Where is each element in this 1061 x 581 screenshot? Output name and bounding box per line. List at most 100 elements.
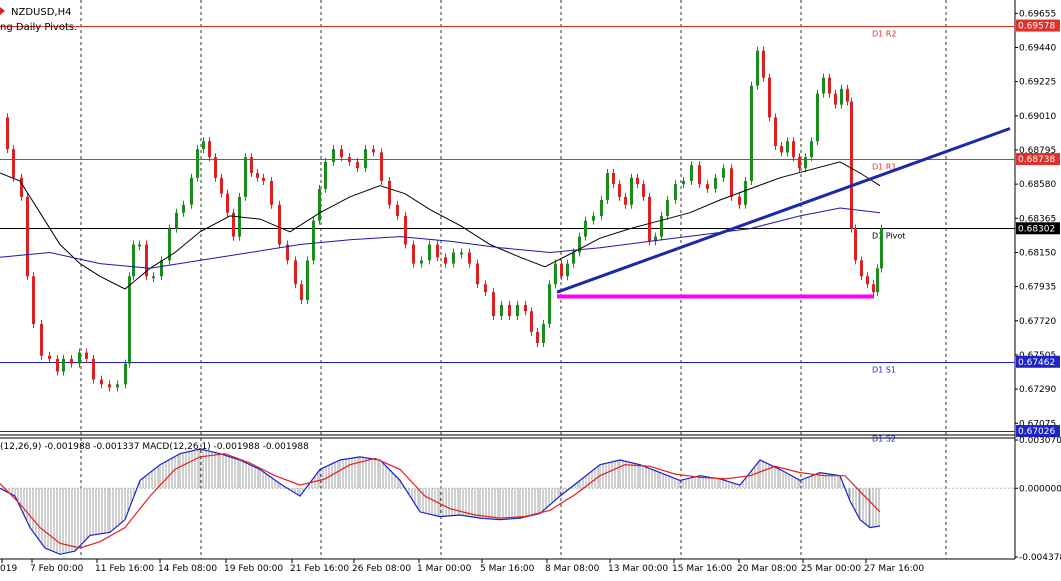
- price-tick-label-2: 0.69225: [1019, 78, 1056, 88]
- candle-body-57: [396, 204, 399, 216]
- time-axis: 019 7 Feb 00:00 11 Feb 16:00 14 Feb 08:00 19…: [0, 559, 924, 574]
- price-tick-label-11: 0.67290: [1019, 385, 1056, 395]
- pivot-price-label-2: 0.68302: [1018, 224, 1055, 234]
- ma-slow-line: [0, 207, 881, 269]
- candle-body-48: [324, 161, 327, 189]
- macd-tick-label-0: 0.003070: [1019, 436, 1061, 446]
- candle-body-8: [56, 358, 59, 372]
- candle-body-115: [798, 157, 801, 169]
- candle-body-10: [70, 358, 73, 364]
- candle-body-97: [674, 184, 677, 201]
- candle-body-76: [542, 323, 545, 344]
- candle-body-24: [168, 228, 171, 261]
- user-drawings: [556, 127, 1011, 299]
- candle-body-38: [256, 173, 259, 178]
- pivot-price-label-0: 0.69578: [1018, 22, 1055, 32]
- time-label-12: 20 Mar 08:00: [737, 564, 797, 574]
- candle-body-102: [714, 177, 717, 189]
- indicator-label: ng Daily Pivots.: [0, 22, 77, 33]
- candle-body-54: [372, 149, 375, 153]
- candle-body-25: [175, 212, 178, 229]
- pivot-price-label-1: 0.68738: [1018, 155, 1055, 165]
- candle-body-88: [618, 184, 621, 197]
- candle-body-128: [872, 284, 875, 293]
- candle-body-52: [356, 161, 359, 169]
- trendline: [556, 127, 1011, 294]
- pivot-badge-2: [1016, 222, 1060, 235]
- candle-body-1: [6, 117, 9, 150]
- ma-fast-line: [0, 161, 881, 290]
- candle-body-126: [860, 260, 863, 277]
- candle-body-91: [636, 177, 639, 185]
- candle-body-22: [152, 276, 155, 279]
- time-label-11: 15 Mar 16:00: [672, 564, 732, 574]
- time-label-13: 25 Mar 00:00: [801, 564, 861, 574]
- time-label-10: 13 Mar 00:00: [608, 564, 668, 574]
- candle-body-61: [428, 244, 431, 261]
- time-label-5: 21 Feb 16:00: [290, 564, 349, 574]
- price-pane-background[interactable]: [0, 0, 1015, 432]
- candle-body-65: [460, 252, 463, 255]
- price-tick-label-3: 0.69010: [1019, 112, 1056, 122]
- candle-body-34: [232, 212, 235, 237]
- pivot-price-label-3: 0.67462: [1018, 358, 1055, 368]
- macd-title: (12,26,9) -0.001988 -0.001337 MACD(12,26…: [0, 442, 309, 452]
- candle-body-32: [220, 177, 223, 194]
- candle-body-50: [340, 149, 343, 158]
- macd-pane-background[interactable]: [0, 438, 1015, 559]
- macd-main-line: [0, 448, 881, 555]
- candle-body-122: [840, 88, 843, 105]
- candle-body-62: [436, 244, 439, 258]
- pivot-name-4: D1 S2: [872, 435, 896, 444]
- pivot-badge-1: [1016, 153, 1060, 166]
- price-tick-label-7: 0.68150: [1019, 248, 1056, 258]
- pivot-badge-3: [1016, 355, 1060, 368]
- candle-body-87: [612, 173, 615, 185]
- candle-body-93: [648, 196, 651, 242]
- symbol-triangle-icon: [0, 7, 5, 15]
- candle-body-92: [642, 184, 645, 197]
- candle-body-106: [744, 180, 747, 205]
- time-label-1: 7 Feb 00:00: [30, 564, 84, 574]
- candle-body-56: [388, 180, 391, 205]
- candle-body-96: [666, 200, 669, 216]
- candle-body-113: [786, 141, 789, 153]
- candle-body-69: [492, 292, 495, 317]
- pivot-name-3: D1 S1: [872, 366, 896, 375]
- candle-body-95: [660, 215, 663, 237]
- price-tick-label-1: 0.69440: [1019, 43, 1056, 53]
- price-tick-label-12: 0.67075: [1019, 419, 1056, 429]
- candle-body-110: [768, 77, 771, 118]
- candle-body-103: [722, 168, 725, 178]
- candle-body-40: [270, 180, 273, 205]
- pivot-price-label-4: 0.67026: [1018, 427, 1055, 437]
- macd-tick-label-1: 0.000000: [1019, 484, 1061, 494]
- candle-body-28: [196, 149, 199, 178]
- candle-body-39: [262, 177, 265, 181]
- candle-body-77: [548, 284, 551, 324]
- candle-body-17: [124, 363, 127, 385]
- candle-body-130: [880, 228, 883, 269]
- candle-body-70: [500, 304, 503, 317]
- candle-body-105: [738, 196, 741, 205]
- candle-body-19: [132, 244, 135, 277]
- candle-body-73: [524, 304, 527, 312]
- candle-body-112: [780, 146, 783, 153]
- candle-body-86: [606, 173, 609, 201]
- candle-body-118: [816, 93, 819, 142]
- time-label-2: 11 Feb 16:00: [95, 564, 154, 574]
- moving-averages: [0, 161, 881, 290]
- price-tick-label-5: 0.68580: [1019, 180, 1056, 190]
- pivot-name-1: D1 R1: [872, 163, 896, 172]
- time-label-9: 8 Mar 08:00: [545, 564, 600, 574]
- time-label-8: 5 Mar 16:00: [480, 564, 535, 574]
- candle-body-3: [20, 177, 23, 197]
- candle-body-84: [592, 215, 595, 221]
- candle-body-107: [750, 85, 753, 181]
- candle-body-30: [208, 141, 211, 158]
- candle-body-104: [730, 168, 733, 197]
- candle-body-11: [78, 352, 81, 364]
- candle-body-44: [300, 284, 303, 301]
